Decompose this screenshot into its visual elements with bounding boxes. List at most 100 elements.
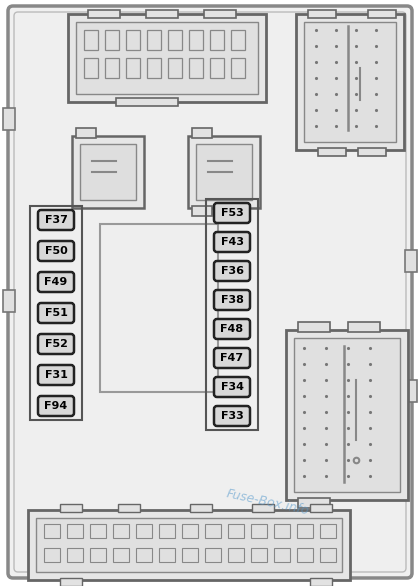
Bar xyxy=(188,136,260,208)
Bar xyxy=(251,524,267,538)
FancyBboxPatch shape xyxy=(14,12,406,572)
Bar xyxy=(210,58,224,78)
Text: F31: F31 xyxy=(45,370,68,380)
Bar xyxy=(88,10,120,18)
Bar xyxy=(310,578,332,586)
Bar xyxy=(228,548,244,562)
Bar xyxy=(182,524,198,538)
Bar xyxy=(159,524,175,538)
Bar xyxy=(286,330,408,500)
Bar xyxy=(72,136,144,208)
Text: F51: F51 xyxy=(45,308,68,318)
Bar xyxy=(251,548,267,562)
Bar xyxy=(105,58,119,78)
Bar xyxy=(348,322,380,332)
Bar xyxy=(252,504,274,512)
FancyBboxPatch shape xyxy=(38,210,74,230)
Bar xyxy=(206,199,258,430)
Bar xyxy=(358,148,386,156)
Bar xyxy=(274,548,290,562)
Bar xyxy=(189,30,203,50)
Bar xyxy=(308,10,336,18)
FancyBboxPatch shape xyxy=(214,319,250,339)
FancyBboxPatch shape xyxy=(214,232,250,252)
Bar xyxy=(116,98,178,106)
FancyBboxPatch shape xyxy=(38,241,74,261)
Bar xyxy=(168,58,182,78)
Bar xyxy=(405,250,417,272)
FancyBboxPatch shape xyxy=(38,334,74,354)
Bar xyxy=(182,548,198,562)
Bar xyxy=(298,498,330,508)
Bar xyxy=(84,58,98,78)
FancyBboxPatch shape xyxy=(38,396,74,416)
Text: F47: F47 xyxy=(220,353,244,363)
Text: F49: F49 xyxy=(45,277,68,287)
FancyBboxPatch shape xyxy=(214,203,250,223)
Text: F53: F53 xyxy=(220,208,243,218)
Text: Fuse-Box.info: Fuse-Box.info xyxy=(226,487,311,517)
Bar xyxy=(90,524,106,538)
Bar xyxy=(67,524,83,538)
Bar xyxy=(105,30,119,50)
FancyBboxPatch shape xyxy=(38,272,74,292)
Text: F43: F43 xyxy=(220,237,244,247)
Bar xyxy=(192,206,212,216)
Text: F34: F34 xyxy=(220,382,244,392)
Bar xyxy=(44,548,60,562)
Bar xyxy=(298,322,330,332)
Bar xyxy=(68,14,266,102)
Bar xyxy=(76,22,258,94)
Bar xyxy=(205,548,221,562)
Bar xyxy=(210,30,224,50)
Bar xyxy=(320,548,336,562)
Bar xyxy=(320,524,336,538)
Text: F48: F48 xyxy=(220,324,244,334)
Text: F37: F37 xyxy=(45,215,68,225)
FancyBboxPatch shape xyxy=(38,365,74,385)
Bar xyxy=(36,518,342,572)
Bar xyxy=(76,128,96,138)
FancyBboxPatch shape xyxy=(38,303,74,323)
Bar xyxy=(100,224,218,392)
Text: F50: F50 xyxy=(45,246,67,256)
FancyBboxPatch shape xyxy=(214,348,250,368)
Text: F33: F33 xyxy=(220,411,243,421)
Bar xyxy=(297,524,313,538)
FancyBboxPatch shape xyxy=(214,377,250,397)
Bar xyxy=(231,58,245,78)
Bar xyxy=(294,338,400,492)
Bar xyxy=(274,524,290,538)
FancyBboxPatch shape xyxy=(8,6,412,578)
Text: F38: F38 xyxy=(220,295,244,305)
Bar xyxy=(228,524,244,538)
Bar xyxy=(113,524,129,538)
Bar xyxy=(136,548,152,562)
Bar xyxy=(231,30,245,50)
Bar xyxy=(30,206,82,420)
Bar xyxy=(368,10,396,18)
Bar xyxy=(405,380,417,402)
Bar xyxy=(147,30,161,50)
Bar xyxy=(205,524,221,538)
Bar xyxy=(60,578,82,586)
Bar xyxy=(146,10,178,18)
Bar xyxy=(310,504,332,512)
Bar xyxy=(84,30,98,50)
Bar xyxy=(90,548,106,562)
Text: F36: F36 xyxy=(220,266,244,276)
Bar xyxy=(196,144,252,200)
Text: F94: F94 xyxy=(45,401,68,411)
Bar xyxy=(126,58,140,78)
Bar xyxy=(28,510,350,580)
FancyBboxPatch shape xyxy=(214,261,250,281)
Bar xyxy=(297,548,313,562)
Bar xyxy=(318,148,346,156)
Bar xyxy=(113,548,129,562)
Bar xyxy=(159,548,175,562)
Bar xyxy=(126,30,140,50)
Bar xyxy=(80,144,136,200)
Bar xyxy=(147,58,161,78)
FancyBboxPatch shape xyxy=(214,406,250,426)
Bar xyxy=(44,524,60,538)
